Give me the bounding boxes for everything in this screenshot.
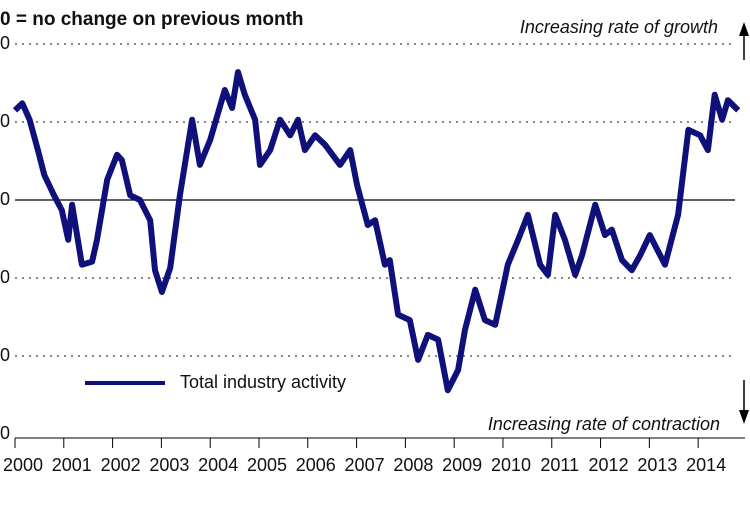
series-line xyxy=(12,69,741,394)
x-tick-label: 2004 xyxy=(198,455,238,475)
x-tick-label: 2009 xyxy=(442,455,482,475)
x-tick-label: 2013 xyxy=(637,455,677,475)
x-tick-label: 2012 xyxy=(589,455,629,475)
legend-label: Total industry activity xyxy=(180,372,346,392)
y-tick-label: 0 xyxy=(0,111,10,131)
y-tick-label: 0 xyxy=(0,33,10,53)
annotation: Increasing rate of growth xyxy=(520,17,718,37)
x-tick-label: 2005 xyxy=(247,455,287,475)
x-tick-label: 2002 xyxy=(101,455,141,475)
y-tick-label: 0 xyxy=(0,267,10,287)
x-tick-label: 2007 xyxy=(345,455,385,475)
arrow-head xyxy=(739,22,749,36)
x-tick-label: 2014 xyxy=(686,455,726,475)
x-tick-label: 2006 xyxy=(296,455,336,475)
y-tick-label: 0 xyxy=(0,423,10,443)
x-tick-label: 2010 xyxy=(491,455,531,475)
x-tick-label: 2001 xyxy=(52,455,92,475)
y-tick-label: 0 xyxy=(0,345,10,365)
arrow-head xyxy=(739,410,749,424)
x-tick-label: 2011 xyxy=(540,455,579,475)
x-tick-label: 2000 xyxy=(3,455,43,475)
x-tick-label: 2003 xyxy=(149,455,189,475)
x-tick-label: 2008 xyxy=(393,455,433,475)
chart-title: 0 = no change on previous month xyxy=(0,9,304,30)
y-tick-label: 0 xyxy=(0,189,10,209)
annotation: Increasing rate of contraction xyxy=(488,414,720,434)
